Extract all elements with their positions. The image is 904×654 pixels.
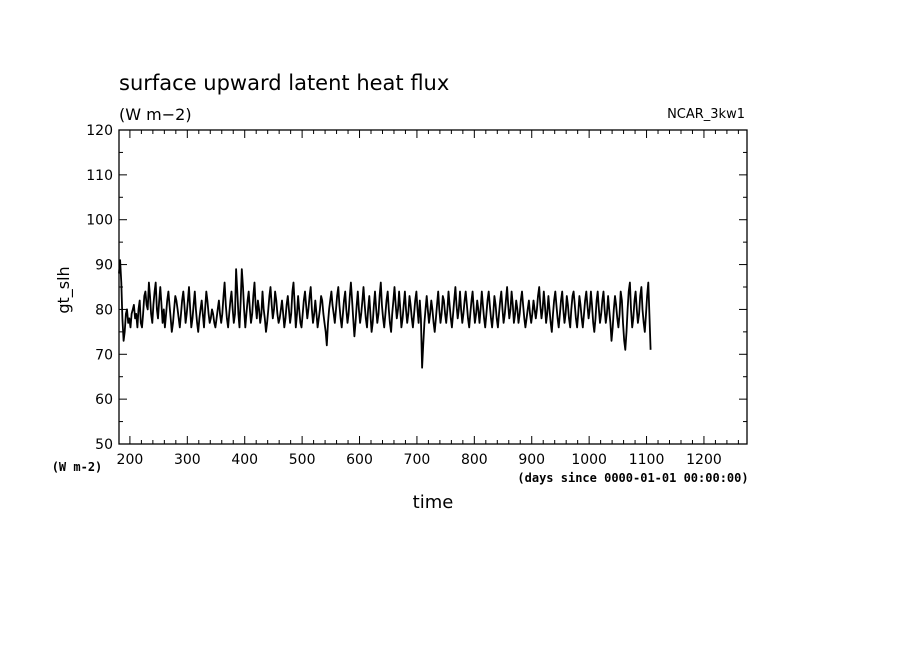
y-tick-label: 70 [95,347,113,363]
y-axis-label: gt_slh [54,266,74,313]
y-tick-label: 110 [86,168,113,184]
y-tick-label: 120 [86,123,113,139]
x-tick-label: 1200 [686,452,722,468]
x-tick-label: 700 [404,452,431,468]
x-tick-label: 1000 [571,452,607,468]
plot-frame [118,129,748,445]
y-tick-label: 100 [86,213,113,229]
x-axis-label: time [413,492,454,513]
x-tick-label: 900 [518,452,545,468]
series-line [118,259,652,369]
ticks-layer: 50 60 70 80 90 100 110 120 200 300 400 500 600 700 800… [86,123,747,468]
y-tick-label: 50 [95,437,113,453]
x-tick-label: 500 [289,452,316,468]
x-tick-label: 600 [346,452,373,468]
series-layer [118,259,652,369]
y-axis-units: (W m-2) [52,460,103,474]
chart-subtitle: (W m−2) [119,105,192,124]
y-tick-label: 60 [95,392,113,408]
y-tick-label: 90 [95,258,113,274]
x-tick-label: 200 [117,452,144,468]
x-axis-units: (days since 0000-01-01 00:00:00) [517,471,748,485]
y-tick-label: 80 [95,302,113,318]
experiment-label: NCAR_3kw1 [667,107,745,122]
x-tick-label: 800 [461,452,488,468]
chart-title: surface upward latent heat flux [119,71,449,95]
x-tick-label: 400 [231,452,258,468]
x-tick-label: 1100 [629,452,665,468]
x-tick-label: 300 [174,452,201,468]
